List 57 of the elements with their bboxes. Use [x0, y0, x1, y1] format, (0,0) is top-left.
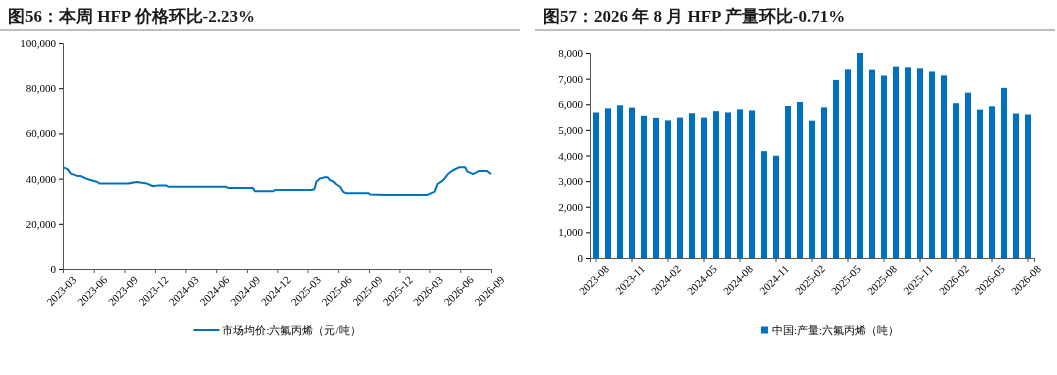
bar — [605, 108, 611, 258]
bar — [809, 120, 815, 258]
bar — [1025, 114, 1031, 258]
bar — [773, 155, 779, 258]
bar — [761, 151, 767, 258]
y-tick-label: 100,000 — [20, 37, 57, 50]
bar — [857, 53, 863, 258]
bar — [869, 69, 875, 258]
bar — [629, 107, 635, 258]
y-tick-label: 8,000 — [558, 47, 584, 60]
bar — [713, 111, 719, 258]
y-tick-label: 5,000 — [558, 123, 584, 136]
bar — [665, 120, 671, 258]
y-tick-label: 20,000 — [25, 217, 57, 230]
bar — [1001, 87, 1007, 258]
chart-title: 图57：2026 年 8 月 HFP 产量环比-0.71% — [543, 7, 846, 26]
bar — [689, 113, 695, 258]
bar — [929, 71, 935, 258]
y-tick-label: 1,000 — [558, 226, 584, 239]
bar — [797, 101, 803, 258]
bar — [893, 66, 899, 258]
y-tick-label: 40,000 — [25, 172, 57, 185]
y-tick-label: 7,000 — [558, 72, 584, 85]
bar — [593, 112, 599, 258]
line-series — [62, 166, 492, 197]
bar — [917, 68, 923, 258]
bar — [701, 117, 707, 258]
y-tick-label: 80,000 — [25, 82, 57, 95]
legend-label: 市场均价:六氟丙烯（元/吨） — [222, 324, 361, 336]
legend-label: 中国:产量:六氟丙烯（吨） — [771, 324, 900, 336]
bar — [785, 106, 791, 258]
bar — [725, 112, 731, 258]
bar — [617, 105, 623, 258]
bar — [953, 103, 959, 258]
y-tick-label: 0 — [50, 263, 57, 276]
bar — [641, 115, 647, 258]
y-tick-label: 0 — [577, 252, 584, 265]
bar — [653, 117, 659, 258]
bar — [941, 75, 947, 258]
bar — [677, 117, 683, 258]
y-tick-label: 6,000 — [558, 98, 584, 111]
y-tick-label: 3,000 — [558, 175, 584, 188]
y-tick-label: 60,000 — [25, 127, 57, 140]
bar — [737, 109, 743, 258]
bar — [965, 92, 971, 258]
bar — [821, 107, 827, 258]
bar — [881, 75, 887, 258]
bar — [977, 109, 983, 258]
bar — [833, 79, 839, 258]
bar — [749, 110, 755, 258]
y-tick-label: 2,000 — [558, 200, 584, 213]
bar — [905, 67, 911, 258]
bar — [989, 106, 995, 258]
bar — [845, 69, 851, 258]
y-tick-label: 4,000 — [558, 149, 584, 162]
bar — [1013, 113, 1019, 258]
chart-title: 图56：本周 HFP 价格环比-2.23% — [8, 7, 255, 26]
